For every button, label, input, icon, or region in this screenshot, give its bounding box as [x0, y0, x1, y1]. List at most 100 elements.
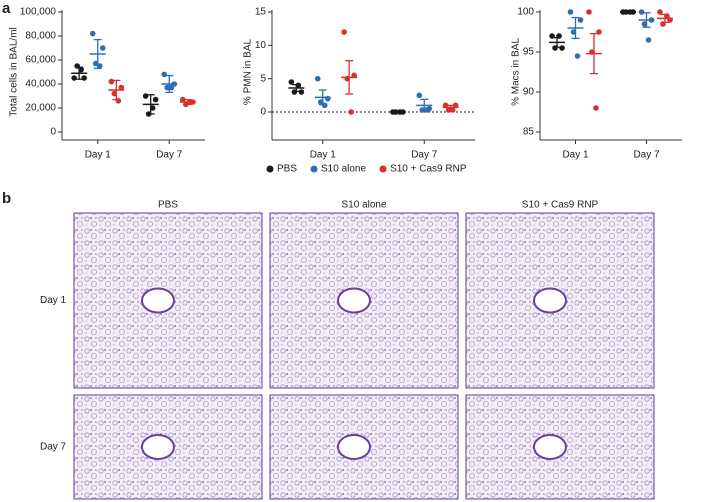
- data-point: [627, 9, 633, 15]
- data-point: [164, 84, 171, 91]
- airway: [533, 287, 567, 314]
- y-tick-label: 40,000: [25, 79, 56, 90]
- y-axis-label: Total cells in BAL/ml: [9, 27, 20, 116]
- data-point: [667, 17, 673, 23]
- legend-label: S10 + Cas9 RNP: [390, 164, 467, 175]
- y-tick-label: 95: [523, 47, 535, 58]
- data-point: [419, 107, 426, 113]
- histology-grid: PBS S10 alone S10 + Cas9 RNP Day 1 Day 7: [40, 200, 655, 500]
- legend-label: PBS: [277, 164, 297, 175]
- data-point: [324, 95, 331, 102]
- data-point: [648, 17, 655, 23]
- data-point: [78, 66, 84, 73]
- data-point: [344, 75, 350, 82]
- data-point: [187, 99, 193, 105]
- data-point: [96, 63, 103, 69]
- x-tick-label: Day 1: [85, 150, 112, 161]
- y-tick-label: 15: [255, 7, 267, 18]
- x-tick-label: Day 1: [562, 150, 589, 161]
- column-header: S10 alone: [341, 200, 386, 211]
- data-point: [452, 102, 459, 109]
- column-header: S10 + Cas9 RNP: [522, 200, 599, 211]
- data-point: [570, 29, 577, 35]
- x-tick-label: Day 1: [310, 150, 337, 161]
- legend-marker: [379, 165, 387, 173]
- data-point: [291, 89, 298, 95]
- x-tick-label: Day 7: [633, 150, 660, 161]
- data-point: [660, 21, 666, 27]
- data-point: [423, 107, 430, 113]
- airway: [141, 287, 175, 314]
- row-label: Day 7: [40, 442, 67, 453]
- legend-label: S10 alone: [321, 164, 366, 175]
- data-point: [645, 37, 652, 43]
- row-label: Day 1: [40, 295, 67, 306]
- data-point: [74, 63, 80, 69]
- data-point: [118, 84, 125, 91]
- y-tick-label: 60,000: [25, 55, 56, 66]
- legend-marker: [310, 165, 318, 173]
- y-tick-label: 100,000: [20, 7, 57, 18]
- airway: [533, 434, 567, 460]
- airway: [141, 434, 175, 460]
- data-point: [593, 105, 599, 111]
- y-tick-label: 80,000: [25, 31, 56, 42]
- x-tick-label: Day 7: [156, 150, 183, 161]
- data-point: [442, 102, 449, 109]
- data-point: [288, 79, 295, 85]
- data-point: [152, 96, 159, 103]
- data-point: [89, 30, 96, 37]
- y-axis-label: % Macs in BAL: [511, 38, 522, 106]
- data-point: [393, 109, 399, 115]
- y-tick-label: 90: [523, 87, 535, 98]
- y-tick-label: 5: [260, 73, 266, 84]
- airway: [337, 434, 371, 460]
- y-tick-label: 100: [517, 7, 534, 18]
- data-point: [71, 75, 77, 81]
- data-point: [168, 84, 175, 91]
- data-point: [111, 90, 118, 97]
- data-point: [351, 72, 357, 79]
- y-tick-label: 85: [523, 127, 535, 138]
- data-point: [142, 93, 149, 99]
- data-point: [348, 109, 354, 115]
- data-point: [149, 105, 156, 111]
- data-point: [317, 99, 324, 105]
- data-point: [449, 107, 456, 113]
- data-point: [657, 9, 663, 15]
- data-point: [298, 89, 305, 95]
- data-point: [108, 78, 115, 85]
- data-point: [552, 45, 558, 51]
- data-point: [589, 49, 595, 55]
- x-tick-label: Day 7: [411, 150, 438, 161]
- data-point: [295, 82, 302, 89]
- data-point: [574, 53, 581, 59]
- airway: [337, 287, 371, 314]
- data-point: [567, 9, 574, 15]
- data-point: [145, 111, 152, 117]
- data-point: [556, 33, 562, 39]
- data-point: [549, 33, 555, 39]
- data-point: [638, 9, 645, 15]
- data-point: [314, 75, 321, 82]
- data-point: [161, 71, 168, 78]
- data-point: [641, 21, 648, 27]
- y-tick-label: 0: [260, 107, 266, 118]
- data-point: [99, 45, 106, 51]
- data-point: [341, 29, 347, 35]
- data-point: [115, 98, 122, 104]
- panel-label: b: [2, 190, 11, 207]
- data-point: [81, 75, 87, 81]
- data-point: [559, 45, 565, 51]
- data-point: [577, 17, 584, 23]
- data-point: [596, 29, 602, 35]
- data-point: [416, 92, 423, 99]
- y-axis-label: % PMN in BAL: [243, 38, 254, 105]
- y-tick-label: 10: [255, 40, 267, 51]
- data-point: [623, 9, 629, 15]
- data-point: [664, 13, 670, 19]
- data-point: [321, 102, 328, 109]
- y-tick-label: 0: [50, 127, 56, 138]
- panel-label: a: [2, 0, 11, 17]
